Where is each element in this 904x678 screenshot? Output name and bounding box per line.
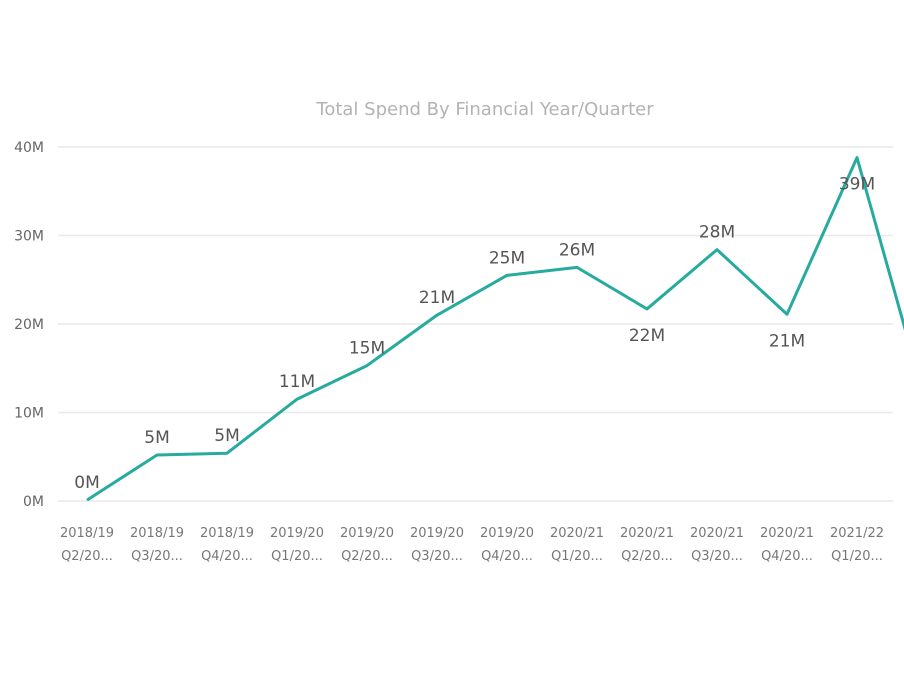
x-tick-label: Q2/20... — [61, 549, 113, 564]
x-tick-label: 2018/19 — [130, 526, 184, 541]
x-tick-label: 2018/19 — [60, 526, 114, 541]
y-tick-label: 20M — [14, 317, 44, 333]
x-tick-label: Q2/20... — [621, 549, 673, 564]
x-tick-label: Q1/20... — [271, 549, 323, 564]
y-tick-label: 10M — [14, 406, 44, 422]
x-tick-label: Q4/20... — [761, 549, 813, 564]
x-tick-label: 2020/21 — [760, 526, 814, 541]
data-label: 25M — [489, 248, 525, 268]
x-tick-label: 2021/22 — [830, 526, 884, 541]
y-tick-label: 0M — [23, 494, 44, 510]
data-label: 21M — [769, 331, 805, 351]
x-tick-label: 2020/21 — [550, 526, 604, 541]
chart-title: Total Spend By Financial Year/Quarter — [315, 99, 654, 120]
series-line — [86, 156, 904, 502]
y-tick-label: 30M — [14, 229, 44, 245]
x-tick-label: Q2/20... — [341, 549, 393, 564]
data-label: 5M — [214, 426, 239, 446]
data-label: 21M — [419, 288, 455, 308]
data-label: 11M — [279, 372, 315, 392]
data-label: 28M — [699, 223, 735, 243]
x-tick-label: Q3/20... — [411, 549, 463, 564]
y-tick-label: 40M — [14, 140, 44, 156]
x-tick-label: Q4/20... — [201, 549, 253, 564]
x-tick-label: Q3/20... — [691, 549, 743, 564]
x-tick-label: Q1/20... — [551, 549, 603, 564]
x-tick-label: Q1/20... — [831, 549, 883, 564]
x-tick-label: Q3/20... — [131, 549, 183, 564]
data-label: 5M — [144, 428, 169, 448]
data-label: 15M — [349, 339, 385, 359]
x-tick-label: 2020/21 — [690, 526, 744, 541]
x-tick-label: 2019/20 — [340, 526, 394, 541]
x-tick-label: 2019/20 — [480, 526, 534, 541]
x-tick-label: 2020/21 — [620, 526, 674, 541]
x-tick-label: 2018/19 — [200, 526, 254, 541]
data-label: 0M — [74, 473, 99, 493]
x-tick-label: 2019/20 — [410, 526, 464, 541]
x-tick-label: 2019/20 — [270, 526, 324, 541]
data-label: 26M — [559, 240, 595, 260]
x-tick-label: Q4/20... — [481, 549, 533, 564]
data-label: 22M — [629, 326, 665, 346]
data-label: 39M — [839, 175, 875, 195]
